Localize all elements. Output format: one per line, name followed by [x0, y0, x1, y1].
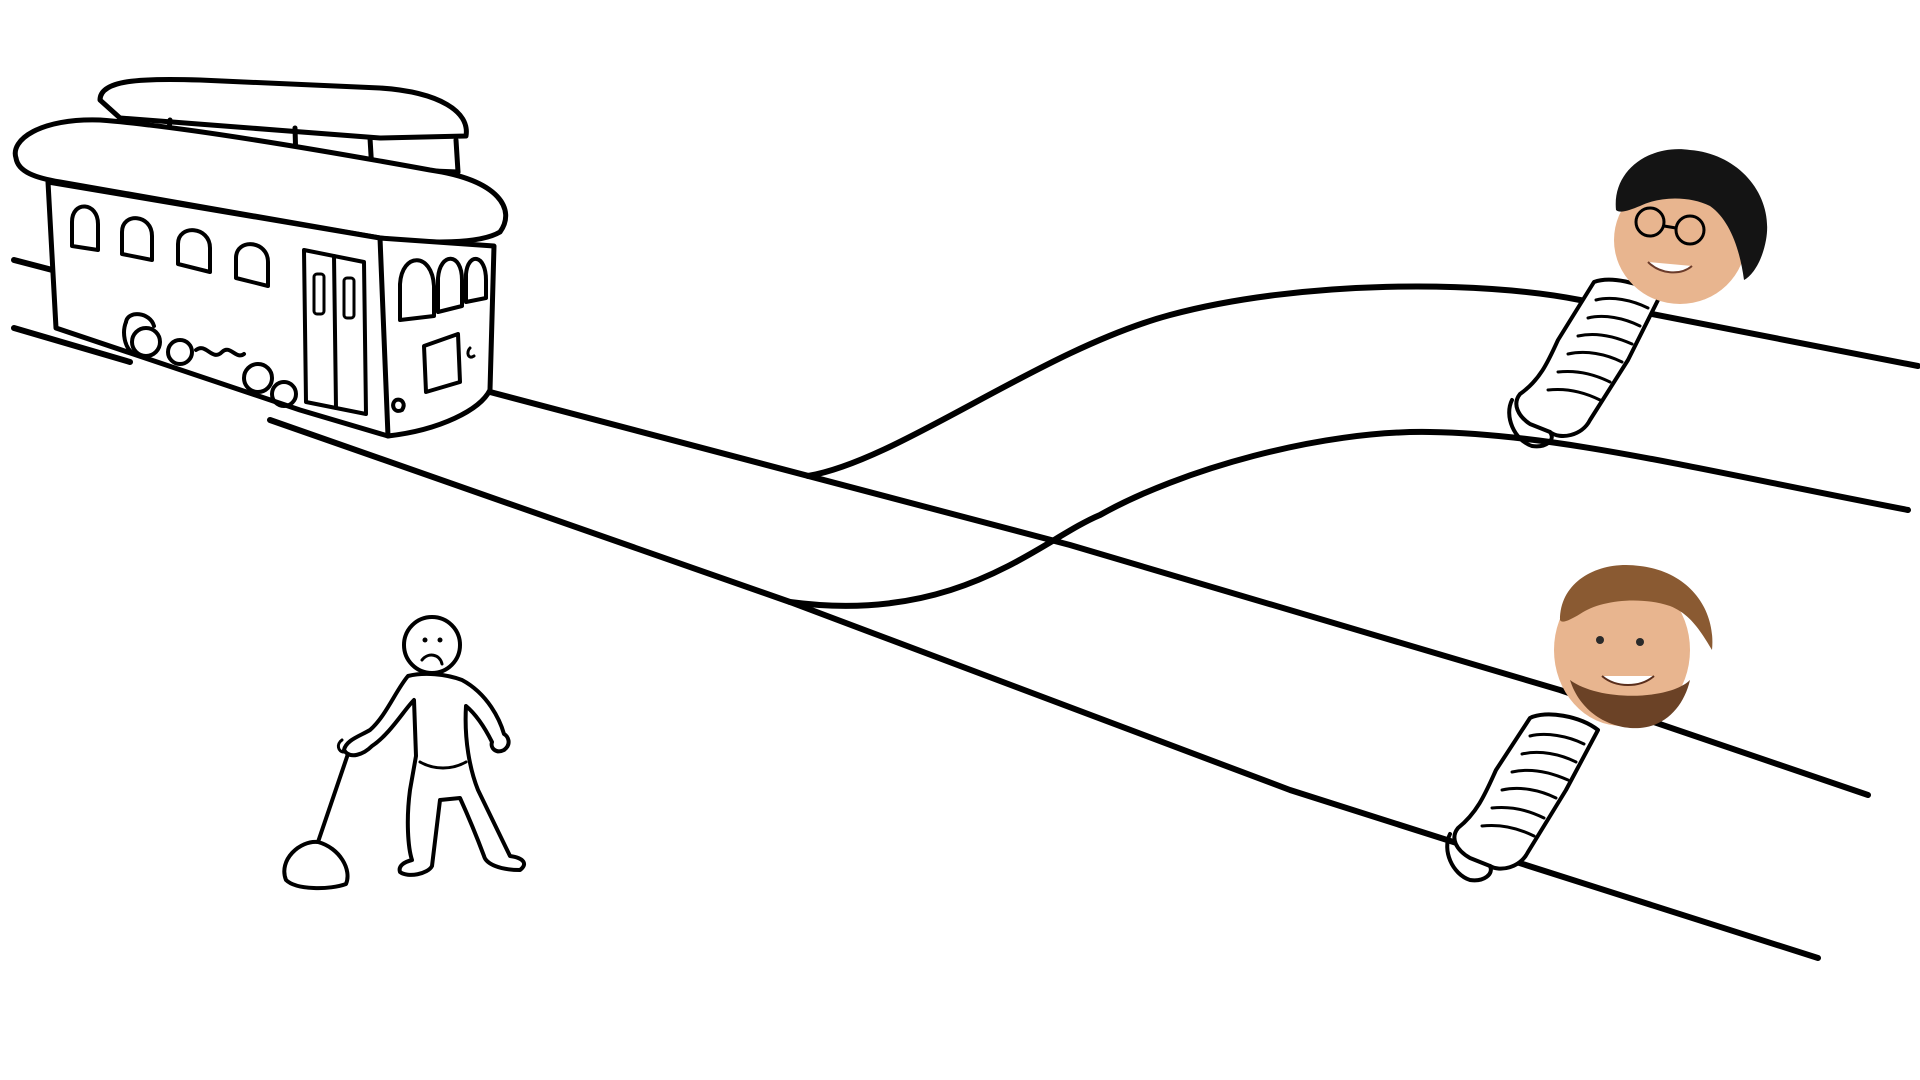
- trolley-wheels: [122, 312, 298, 408]
- lever-icon: [316, 746, 352, 844]
- person-pulling-lever-icon: [282, 615, 527, 891]
- trolley-icon: [12, 76, 509, 439]
- victim-upper-head: [1614, 149, 1768, 304]
- person-head: [402, 615, 462, 675]
- straight-rail-lower: [267, 417, 1821, 961]
- trolley-door: [302, 248, 368, 416]
- tied-person-upper-icon: [1507, 149, 1768, 449]
- branch-rail-lower: [787, 428, 1911, 609]
- main-rail-lower-left: [11, 325, 133, 365]
- trolley-front-windows: [391, 256, 488, 413]
- straight-rail-upper: [487, 389, 1871, 798]
- railway-tracks: [11, 257, 1920, 961]
- tied-person-lower-icon: [1445, 564, 1713, 883]
- victim-lower-body: [1452, 712, 1600, 871]
- person-worried-mouth: [420, 653, 444, 666]
- branch-rail-upper: [805, 283, 1920, 479]
- trolley-windows: [70, 204, 270, 288]
- victim-lower-head: [1554, 564, 1713, 729]
- lever-base-icon: [282, 839, 350, 891]
- person-body: [342, 671, 527, 877]
- trolley-roof-top: [97, 76, 469, 141]
